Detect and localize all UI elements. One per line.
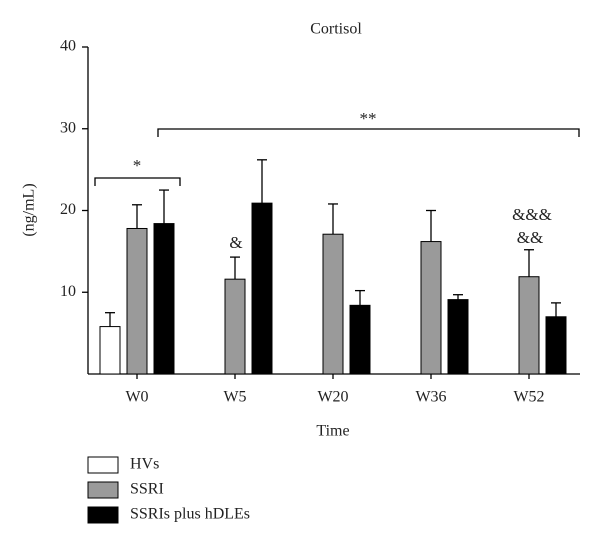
significance-bracket	[157, 128, 580, 137]
x-tick-label: W5	[223, 389, 246, 406]
y-tick-label: 20	[60, 201, 76, 218]
y-tick-label: 10	[60, 283, 76, 300]
legend-label: SSRIs plus hDLEs	[130, 506, 250, 523]
bar	[251, 202, 273, 375]
x-tick-label: W0	[125, 389, 148, 406]
significance-bracket	[94, 177, 181, 186]
annotation: &&	[517, 228, 543, 247]
x-tick-label: W20	[317, 389, 348, 406]
bar	[518, 276, 540, 375]
x-tick-label: W36	[415, 389, 446, 406]
y-tick-label: 30	[60, 119, 76, 136]
y-tick-label: 40	[60, 38, 76, 55]
bar	[224, 278, 246, 375]
bar	[447, 299, 469, 375]
bar	[99, 326, 121, 375]
bar	[420, 241, 442, 375]
bar	[349, 304, 371, 375]
legend-label: HVs	[130, 456, 159, 473]
bar	[322, 233, 344, 375]
annotation: &&&	[512, 205, 552, 224]
y-axis-label: (ng/mL)	[21, 183, 38, 236]
legend-swatch	[87, 506, 119, 524]
bar	[545, 316, 567, 375]
annotation: **	[360, 109, 377, 128]
bar	[126, 227, 148, 375]
x-axis-label: Time	[316, 423, 349, 440]
annotation: &	[229, 233, 242, 252]
legend-swatch	[87, 456, 119, 474]
chart-title: Cortisol	[310, 21, 362, 38]
bar	[153, 223, 175, 375]
legend-label: SSRI	[130, 481, 164, 498]
x-tick-label: W52	[513, 389, 544, 406]
legend-swatch	[87, 481, 119, 499]
annotation: *	[133, 156, 142, 175]
